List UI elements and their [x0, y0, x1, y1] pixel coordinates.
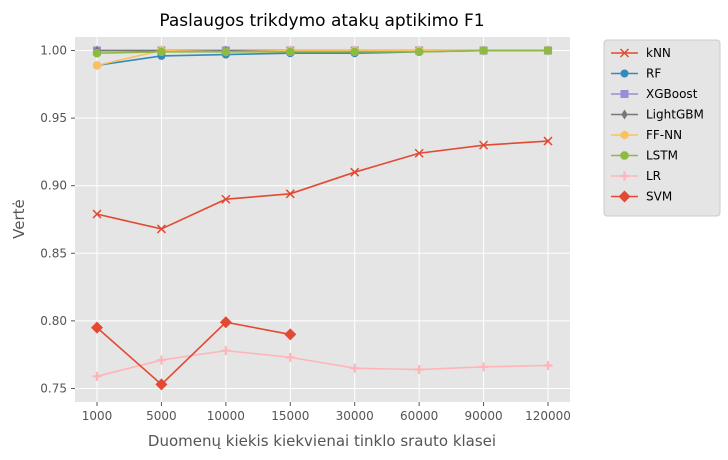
series-line	[96, 140, 549, 230]
data-point	[285, 352, 295, 362]
series-line	[96, 321, 291, 386]
data-point	[93, 60, 101, 70]
x-tick-label: 10000	[207, 409, 245, 423]
legend-frame	[603, 39, 721, 217]
data-point	[221, 47, 231, 57]
data-point	[92, 49, 102, 58]
legend: kNN RF XGBoost LightGBM FF-NN LSTM LR SVM	[603, 39, 721, 217]
data-point	[543, 136, 553, 146]
x-tick-label: 1000	[82, 409, 113, 423]
data-point	[221, 346, 231, 356]
data-point	[414, 365, 424, 375]
y-tick-label: 1.00	[40, 44, 67, 58]
data-point	[543, 46, 553, 55]
data-point	[479, 362, 489, 372]
data-point	[157, 47, 166, 57]
legend-item: LSTM	[611, 149, 678, 163]
data-point	[619, 48, 630, 58]
data-point	[221, 194, 231, 204]
x-tick-label: 120000	[525, 409, 571, 423]
y-axis-label: Vertė	[10, 199, 28, 239]
series-line	[96, 49, 548, 55]
data-point	[620, 130, 629, 140]
data-point	[219, 316, 232, 329]
legend-item: RF	[611, 67, 661, 81]
legend-label: XGBoost	[646, 87, 698, 101]
data-point	[620, 90, 629, 98]
data-point	[92, 371, 102, 381]
data-point	[350, 363, 360, 373]
data-point	[350, 167, 360, 177]
data-point	[543, 361, 553, 370]
data-point	[155, 378, 168, 391]
data-point	[156, 355, 166, 365]
y-tick-label: 0.85	[40, 246, 67, 260]
legend-label: LightGBM	[646, 108, 704, 122]
series-lr	[92, 346, 553, 381]
x-tick-label: 90000	[464, 409, 502, 423]
legend-item: FF-NN	[611, 128, 682, 142]
data-point	[156, 224, 166, 234]
x-tick-label: 5000	[146, 409, 177, 423]
legend-label: SVM	[646, 190, 672, 204]
data-point	[620, 171, 629, 181]
plot-background	[75, 37, 570, 402]
data-point	[620, 69, 629, 78]
y-tick-label: 0.90	[40, 179, 67, 193]
legend-item: XGBoost	[611, 87, 698, 101]
data-point	[414, 148, 424, 158]
legend-item: SVM	[611, 190, 672, 204]
y-tick-labels: 0.75 0.80 0.85 0.90 0.95 1.00	[40, 44, 75, 395]
legend-label: LSTM	[646, 149, 678, 163]
x-tick-labels: 1000 5000 10000 15000 30000 60000 90000 120000	[82, 402, 571, 423]
data-point	[479, 46, 488, 55]
series-line	[96, 349, 549, 378]
y-tick-label: 0.80	[40, 314, 67, 328]
x-tick-label: 60000	[400, 409, 438, 423]
y-tick-label: 0.95	[40, 111, 67, 125]
data-point	[414, 47, 424, 57]
legend-item: LR	[611, 169, 661, 183]
data-point	[618, 190, 631, 203]
y-tick-label: 0.75	[40, 381, 67, 395]
data-point	[621, 109, 628, 120]
chart-title: Paslaugos trikdymo atakų aptikimo F1	[159, 11, 484, 31]
legend-item: LightGBM	[611, 108, 704, 122]
data-point	[285, 189, 295, 199]
data-point	[620, 151, 629, 160]
legend-label: RF	[646, 67, 661, 81]
legend-label: FF-NN	[646, 128, 682, 142]
data-point	[92, 209, 102, 219]
series-knn	[92, 136, 553, 234]
data-point	[284, 328, 297, 341]
series-lstm	[92, 46, 553, 58]
legend-item: kNN	[611, 46, 671, 60]
data-point	[286, 47, 295, 57]
x-tick-label: 30000	[336, 409, 374, 423]
series-layer	[91, 45, 553, 391]
x-axis-label: Duomenų kiekis kiekvienai tinklo srauto …	[148, 432, 496, 450]
data-point	[350, 47, 359, 57]
data-point	[479, 140, 489, 150]
x-tick-label: 15000	[271, 409, 309, 423]
legend-label: kNN	[646, 46, 671, 60]
data-point	[91, 321, 103, 334]
series-svm	[91, 316, 297, 391]
legend-label: LR	[646, 169, 661, 183]
